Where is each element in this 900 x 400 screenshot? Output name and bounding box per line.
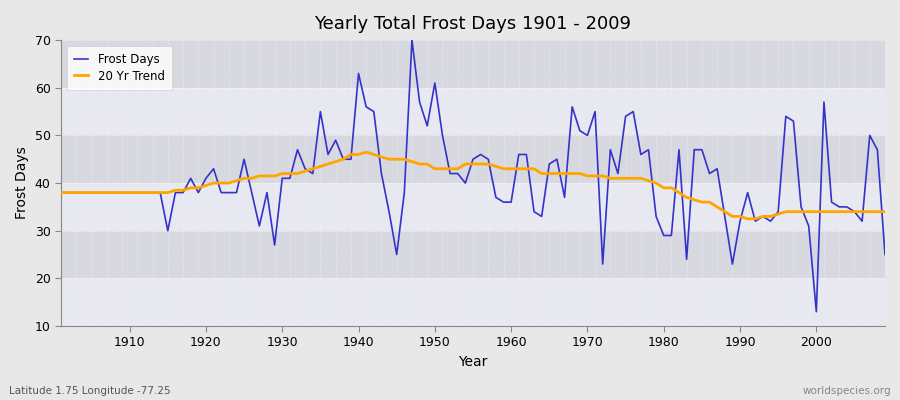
Frost Days xyxy=(605,147,616,152)
Frost Days xyxy=(811,309,822,314)
20 Yr Trend xyxy=(330,159,341,164)
Frost Days xyxy=(56,190,67,195)
Frost Days xyxy=(506,200,517,204)
Title: Yearly Total Frost Days 1901 - 2009: Yearly Total Frost Days 1901 - 2009 xyxy=(314,15,632,33)
Bar xyxy=(61,183,885,231)
Bar xyxy=(61,88,885,136)
20 Yr Trend xyxy=(284,171,295,176)
Frost Days xyxy=(513,152,524,157)
20 Yr Trend xyxy=(56,190,67,195)
Frost Days xyxy=(330,138,341,142)
Line: Frost Days: Frost Days xyxy=(61,40,885,312)
Frost Days xyxy=(407,38,418,42)
20 Yr Trend xyxy=(361,150,372,154)
X-axis label: Year: Year xyxy=(458,355,488,369)
20 Yr Trend xyxy=(117,190,128,195)
Bar xyxy=(61,278,885,326)
Bar xyxy=(61,231,885,278)
Text: Latitude 1.75 Longitude -77.25: Latitude 1.75 Longitude -77.25 xyxy=(9,386,171,396)
20 Yr Trend xyxy=(879,209,890,214)
Frost Days xyxy=(879,252,890,257)
Bar xyxy=(61,136,885,183)
Text: worldspecies.org: worldspecies.org xyxy=(803,386,891,396)
Frost Days xyxy=(117,190,128,195)
Frost Days xyxy=(284,176,295,181)
Y-axis label: Frost Days: Frost Days xyxy=(15,147,29,220)
20 Yr Trend xyxy=(742,216,753,221)
Line: 20 Yr Trend: 20 Yr Trend xyxy=(61,152,885,219)
20 Yr Trend xyxy=(513,166,524,171)
Legend: Frost Days, 20 Yr Trend: Frost Days, 20 Yr Trend xyxy=(67,46,172,90)
20 Yr Trend xyxy=(506,166,517,171)
Bar xyxy=(61,40,885,88)
20 Yr Trend xyxy=(605,176,616,181)
